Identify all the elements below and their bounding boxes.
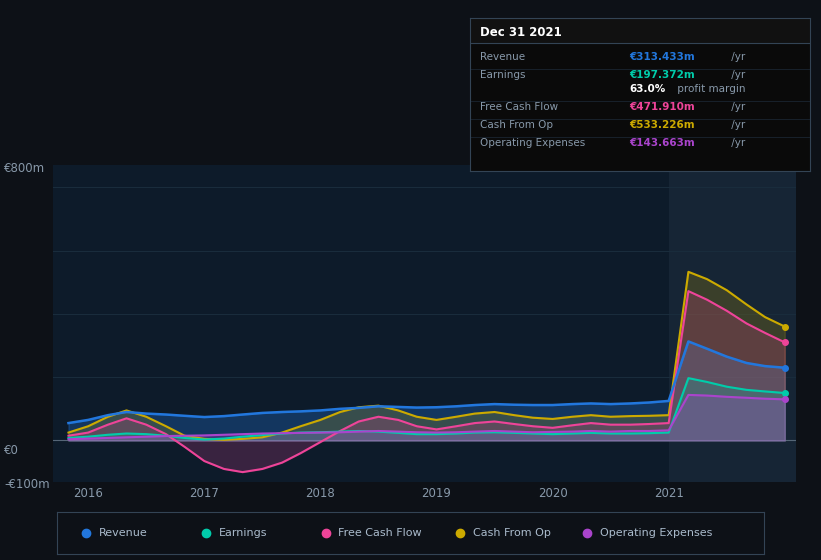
Text: Free Cash Flow: Free Cash Flow [479,102,558,112]
Text: -€100m: -€100m [4,478,50,491]
Text: €0: €0 [4,444,19,458]
Text: /yr: /yr [728,102,745,112]
Text: /yr: /yr [728,70,745,80]
Text: Cash From Op: Cash From Op [479,120,553,130]
Text: Free Cash Flow: Free Cash Flow [338,529,422,538]
Text: 63.0%: 63.0% [630,83,666,94]
Text: /yr: /yr [728,52,745,62]
Text: Operating Expenses: Operating Expenses [479,138,585,148]
Bar [470,18,810,43]
Text: €197.372m: €197.372m [630,70,695,80]
Text: /yr: /yr [728,120,745,130]
Text: /yr: /yr [728,138,745,148]
Bar [668,165,796,482]
Text: Revenue: Revenue [99,529,147,538]
Text: Earnings: Earnings [218,529,267,538]
Text: €471.910m: €471.910m [630,102,695,112]
Text: €800m: €800m [4,161,45,175]
Text: Operating Expenses: Operating Expenses [599,529,712,538]
Text: Revenue: Revenue [479,52,525,62]
Text: Cash From Op: Cash From Op [473,529,551,538]
Text: Dec 31 2021: Dec 31 2021 [479,26,562,39]
Text: €313.433m: €313.433m [630,52,695,62]
Text: profit margin: profit margin [673,83,745,94]
Text: €533.226m: €533.226m [630,120,695,130]
Text: Earnings: Earnings [479,70,525,80]
Text: €143.663m: €143.663m [630,138,695,148]
